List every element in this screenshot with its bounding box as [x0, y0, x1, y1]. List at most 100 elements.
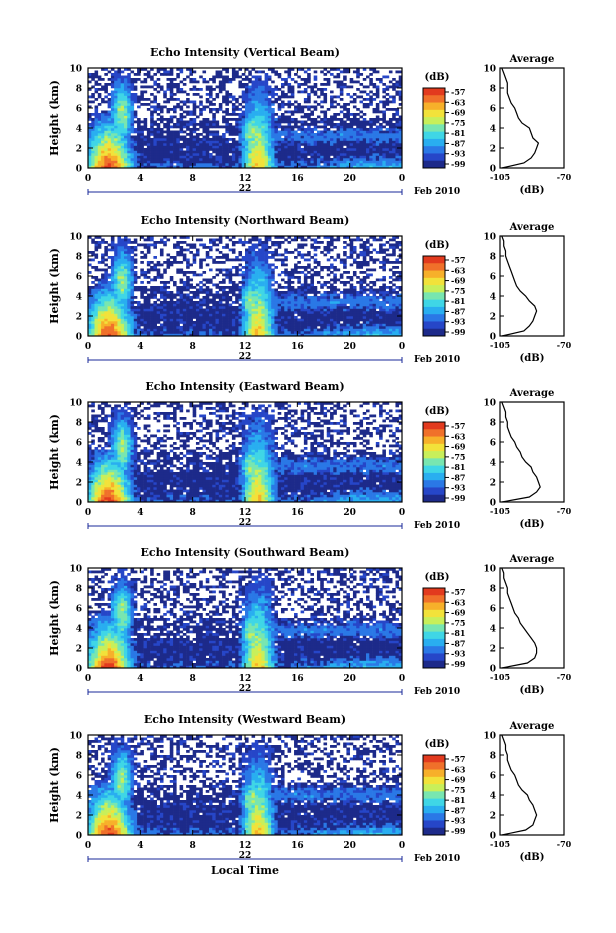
- heatmap-cell: [180, 121, 184, 124]
- heatmap-cell: [108, 128, 112, 131]
- heatmap-cell: [261, 116, 265, 119]
- heatmap-cell: [206, 156, 210, 159]
- heatmap-cell: [173, 304, 177, 307]
- heatmap-cell: [219, 108, 223, 111]
- heatmap-cell: [186, 259, 190, 262]
- heatmap-cell: [117, 148, 121, 151]
- heatmap-cell: [294, 291, 298, 294]
- heatmap-cell: [170, 324, 174, 327]
- y-tick-label: 8: [76, 85, 82, 95]
- heatmap-cell: [189, 78, 193, 81]
- heatmap-cell: [153, 161, 157, 164]
- heatmap-cell: [294, 153, 298, 156]
- heatmap-cell: [242, 271, 246, 274]
- heatmap-cell: [173, 106, 177, 109]
- heatmap-cell: [297, 163, 301, 166]
- heatmap-cell: [206, 131, 210, 134]
- heatmap-cell: [124, 76, 128, 79]
- heatmap-cell: [245, 301, 249, 304]
- heatmap-cell: [186, 101, 190, 104]
- heatmap-cell: [144, 98, 148, 101]
- heatmap-cell: [389, 153, 393, 156]
- heatmap-cell: [209, 269, 213, 272]
- heatmap-cell: [258, 284, 262, 287]
- heatmap-cell: [317, 161, 321, 164]
- heatmap-cell: [255, 153, 259, 156]
- heatmap-cell: [386, 103, 390, 106]
- heatmap-cell: [104, 321, 108, 324]
- heatmap-cell: [324, 141, 328, 144]
- heatmap-cell: [314, 274, 318, 277]
- heatmap-cell: [261, 251, 265, 254]
- heatmap-cell: [363, 138, 367, 141]
- heatmap-cell: [288, 161, 292, 164]
- heatmap-cell: [268, 91, 272, 94]
- heatmap-cell: [127, 91, 131, 94]
- heatmap-cell: [333, 96, 337, 99]
- heatmap-cell: [304, 279, 308, 282]
- heatmap-cell: [137, 286, 141, 289]
- heatmap-cell: [265, 254, 269, 257]
- heatmap-cell: [199, 101, 203, 104]
- heatmap-cell: [170, 264, 174, 267]
- heatmap-cell: [180, 128, 184, 131]
- heatmap-cell: [98, 324, 102, 327]
- heatmap-cell: [268, 256, 272, 259]
- heatmap-cell: [255, 326, 259, 329]
- heatmap-cell: [219, 306, 223, 309]
- heatmap-cell: [232, 329, 236, 332]
- heatmap-cell: [219, 151, 223, 154]
- heatmap-cell: [248, 103, 252, 106]
- heatmap-cell: [258, 329, 262, 332]
- heatmap-cell: [163, 314, 167, 317]
- heatmap-cell: [340, 83, 344, 86]
- heatmap-cell: [265, 121, 269, 124]
- heatmap-cell: [121, 291, 125, 294]
- heatmap-cell: [288, 156, 292, 159]
- heatmap-cell: [278, 138, 282, 141]
- heatmap-cell: [95, 331, 99, 334]
- heatmap-cell: [91, 289, 95, 292]
- heatmap-cell: [186, 128, 190, 131]
- heatmap-cell: [206, 291, 210, 294]
- heatmap-cell: [180, 321, 184, 324]
- heatmap-cell: [353, 123, 357, 126]
- heatmap-cell: [252, 299, 256, 302]
- heatmap-cell: [98, 246, 102, 249]
- heatmap-cell: [310, 244, 314, 247]
- heatmap-cell: [153, 143, 157, 146]
- heatmap-cell: [317, 158, 321, 161]
- heatmap-cell: [157, 138, 161, 141]
- heatmap-cell: [304, 98, 308, 101]
- heatmap-cell: [232, 294, 236, 297]
- heatmap-cell: [340, 91, 344, 94]
- heatmap-cell: [140, 81, 144, 84]
- heatmap-cell: [144, 309, 148, 312]
- heatmap-cell: [265, 108, 269, 111]
- heatmap-cell: [180, 319, 184, 322]
- heatmap-cell: [124, 254, 128, 257]
- heatmap-cell: [248, 118, 252, 121]
- heatmap-cell: [183, 289, 187, 292]
- heatmap-cell: [131, 161, 135, 164]
- heatmap-cell: [137, 158, 141, 161]
- heatmap-cell: [95, 314, 99, 317]
- heatmap-cell: [389, 151, 393, 154]
- heatmap-cell: [235, 274, 239, 277]
- heatmap-cell: [147, 156, 151, 159]
- heatmap-cell: [382, 138, 386, 141]
- heatmap-cell: [173, 126, 177, 129]
- heatmap-cell: [202, 331, 206, 334]
- heatmap-cell: [307, 284, 311, 287]
- heatmap-cell: [284, 136, 288, 139]
- heatmap-cell: [281, 133, 285, 136]
- heatmap-cell: [294, 143, 298, 146]
- heatmap-cell: [317, 321, 321, 324]
- heatmap-cell: [252, 316, 256, 319]
- heatmap-cell: [140, 251, 144, 254]
- heatmap-cell: [127, 331, 131, 334]
- heatmap-cell: [248, 148, 252, 151]
- heatmap-cell: [268, 289, 272, 292]
- heatmap-cell: [265, 264, 269, 267]
- heatmap-cell: [382, 83, 386, 86]
